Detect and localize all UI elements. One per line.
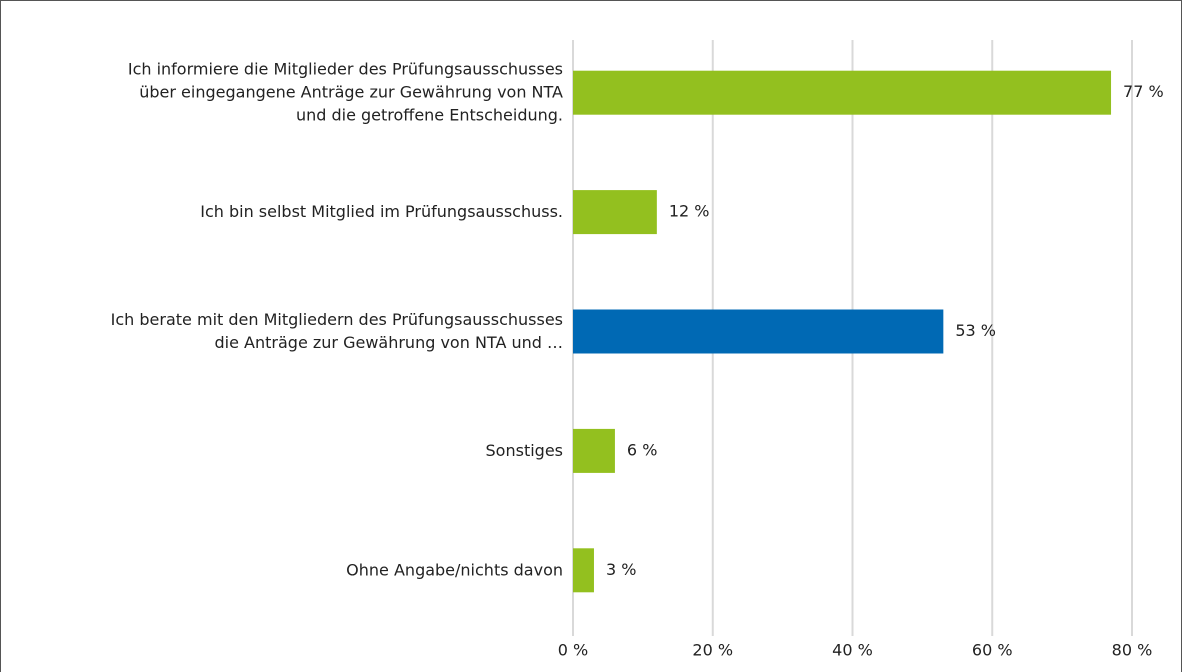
value-label: 6 % [627,440,657,459]
value-label: 3 % [606,560,636,579]
x-tick-label: 80 % [1112,641,1153,660]
category-label: Sonstiges [486,440,563,459]
x-tick-label: 60 % [972,641,1013,660]
bar [573,548,594,593]
value-label: 53 % [955,321,996,340]
category-label: Ohne Angabe/nichts davon [346,560,563,579]
value-label: 77 % [1123,82,1164,101]
value-label: 12 % [669,202,710,221]
category-label: Ich informiere die Mitglieder des Prüfun… [128,59,563,124]
bar [573,309,944,354]
bar [573,190,657,235]
category-label: Ich berate mit den Mitgliedern des Prüfu… [111,310,563,352]
x-tick-label: 40 % [832,641,873,660]
bar [573,70,1112,115]
x-tick-label: 20 % [692,641,733,660]
category-label: Ich bin selbst Mitglied im Prüfungsaussc… [200,202,563,221]
bar [573,428,615,473]
x-tick-label: 0 % [558,641,588,660]
